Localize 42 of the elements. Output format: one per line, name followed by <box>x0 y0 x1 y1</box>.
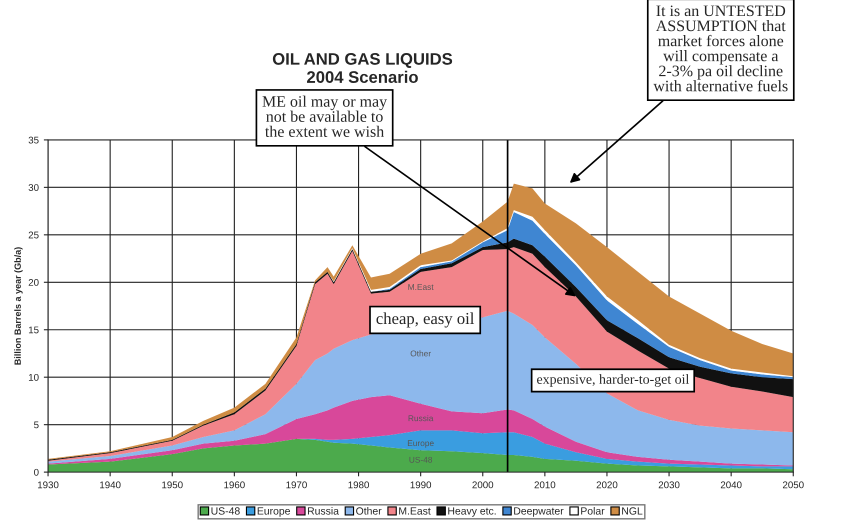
annotation: M.East <box>408 284 434 290</box>
text: It is an UNTESTED ASSUMPTION that market forces alone will compensate a 2-3% pa oil decline with alternative fuels <box>653 5 788 92</box>
x-tick-label: 1980 <box>348 481 369 488</box>
x-tick-label: 1930 <box>38 481 58 488</box>
y-tick-label: 10 <box>28 374 39 381</box>
y-tick-label: 15 <box>28 326 39 334</box>
chart-title: OIL AND GAS LIQUIDS <box>272 53 452 68</box>
x-tick-label: 1950 <box>162 481 183 488</box>
annotation: expensive, harder-to-get oil <box>537 374 690 387</box>
legend-label: Europe <box>258 507 290 517</box>
legend-label: Other <box>356 507 382 515</box>
y-tick-label: 5 <box>34 422 39 428</box>
chart-subtitle: 2004 Scenario <box>307 70 418 83</box>
y-axis-title: Billion Barrels a year (Gb/a) <box>14 247 23 365</box>
y-tick-label: 20 <box>28 279 39 286</box>
y-tick-label: 35 <box>28 136 39 144</box>
annotation: Europe <box>408 440 434 448</box>
y-tick-label: 25 <box>28 232 39 238</box>
legend-label: Polar <box>581 507 604 515</box>
x-tick-label: 2050 <box>782 481 804 488</box>
y-tick-label: 30 <box>28 184 39 191</box>
x-tick-label: 1960 <box>224 481 245 488</box>
x-tick-label: 2000 <box>472 481 494 488</box>
annotation: cheap, easy oil <box>376 312 474 328</box>
y-tick-label: 0 <box>34 468 39 476</box>
x-tick-label: 2040 <box>720 481 742 488</box>
x-tick-label: 2010 <box>534 481 556 488</box>
legend-label: Heavy etc. <box>448 507 496 517</box>
annotation: ME oil may or may not be available to the extent we wish <box>262 96 388 137</box>
annotation: US-48 <box>409 456 432 463</box>
annotation: Other <box>410 350 431 356</box>
x-tick-label: 2020 <box>596 481 618 488</box>
x-tick-label: 2030 <box>658 481 680 488</box>
legend-label: M.East <box>399 507 431 515</box>
x-tick-label: 1990 <box>410 481 432 488</box>
legend-label: US-48 <box>211 507 240 515</box>
x-tick-label: 1970 <box>286 481 307 488</box>
legend-label: NGL <box>622 507 642 515</box>
x-tick-label: 1940 <box>100 481 121 488</box>
legend-label: Russia <box>308 507 339 515</box>
annotation: Russia <box>408 415 434 422</box>
legend-label: Deepwater <box>514 507 564 517</box>
